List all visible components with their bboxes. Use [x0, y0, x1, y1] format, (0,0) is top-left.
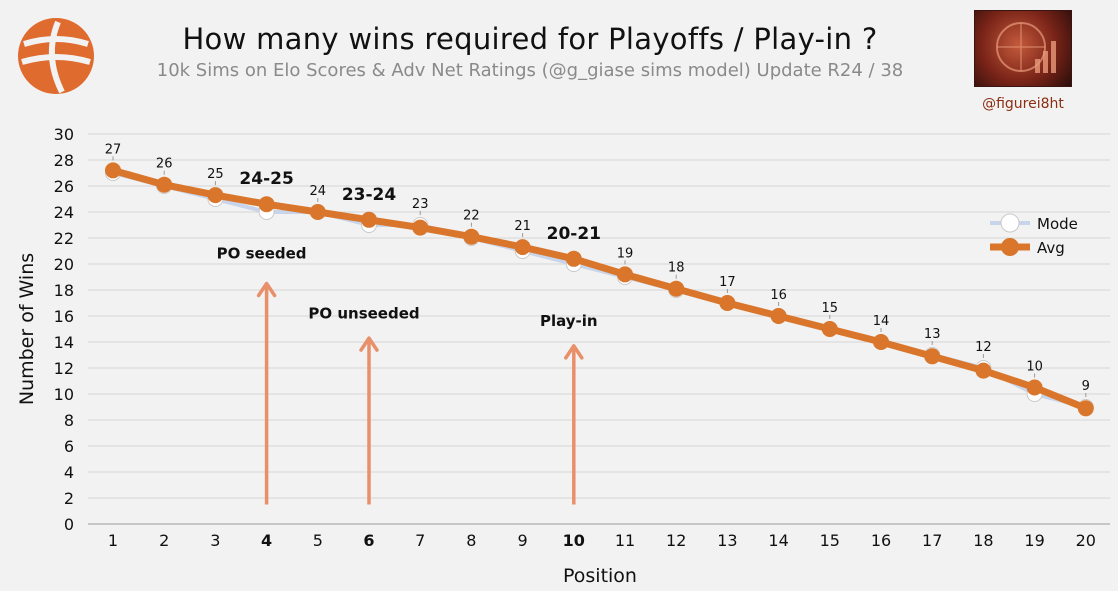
- chart-subtitle: 10k Sims on Elo Scores & Adv Net Ratings…: [156, 60, 904, 81]
- data-point-avg: [412, 219, 429, 236]
- data-label: 16: [770, 288, 787, 303]
- y-tick-label: 16: [54, 307, 74, 326]
- data-label: 26: [156, 157, 173, 172]
- annotation-arrowhead: [359, 336, 379, 352]
- data-point-avg: [309, 204, 326, 220]
- x-tick-label: 19: [1024, 531, 1044, 550]
- x-tick-label: 10: [563, 531, 585, 550]
- x-tick-label: 16: [871, 531, 891, 550]
- data-point-avg: [514, 239, 531, 256]
- legend-mode-label: Mode: [1037, 215, 1078, 233]
- chart-title: How many wins required for Playoffs / Pl…: [182, 22, 878, 56]
- x-tick-label: 20: [1076, 531, 1096, 550]
- x-tick-label: 15: [820, 531, 840, 550]
- y-tick-label: 4: [64, 463, 74, 482]
- data-point-avg: [156, 176, 173, 193]
- y-tick-label: 14: [54, 333, 74, 352]
- data-point-avg: [1026, 379, 1043, 396]
- x-tick-label: 17: [922, 531, 942, 550]
- x-tick-label: 2: [159, 531, 169, 550]
- y-tick-label: 12: [54, 359, 74, 378]
- x-tick-label: 8: [466, 531, 476, 550]
- data-point-avg: [258, 196, 275, 213]
- figure-brand-logo: [974, 10, 1072, 87]
- data-point-avg: [1077, 400, 1094, 417]
- x-tick-label: 3: [210, 531, 220, 550]
- data-label: 10: [1026, 360, 1043, 375]
- y-tick-label: 28: [54, 151, 74, 170]
- data-label: 25: [207, 167, 224, 182]
- data-label: 13: [924, 327, 941, 342]
- data-point-avg: [821, 321, 838, 337]
- author-handle: @figurei8ht: [982, 96, 1064, 112]
- data-label: 18: [668, 261, 685, 276]
- x-tick-label: 18: [973, 531, 993, 550]
- data-point-avg: [617, 266, 633, 283]
- y-tick-label: 22: [54, 229, 74, 248]
- y-tick-label: 2: [64, 489, 74, 508]
- annotation-label: PO unseeded: [308, 304, 419, 322]
- x-tick-label: 5: [313, 531, 323, 550]
- data-label: 24: [310, 184, 327, 199]
- data-point-avg: [565, 250, 582, 267]
- data-label: 27: [105, 142, 122, 157]
- x-tick-label: 4: [261, 531, 272, 550]
- data-label: 23-24: [342, 185, 397, 205]
- euroleague-logo: [14, 14, 98, 98]
- data-point-avg: [463, 228, 480, 245]
- data-point-avg: [105, 162, 121, 179]
- x-tick-label: 9: [518, 531, 528, 550]
- data-point-avg: [719, 295, 736, 311]
- data-label: 21: [514, 219, 531, 234]
- data-label: 24-25: [239, 169, 293, 189]
- data-point-avg: [975, 362, 992, 379]
- series-line-avg: [112, 167, 1088, 412]
- x-tick-label: 1: [108, 531, 118, 550]
- x-tick-label: 14: [768, 531, 788, 550]
- annotation-arrowhead: [564, 344, 584, 360]
- data-label: 22: [463, 209, 480, 224]
- y-tick-label: 10: [54, 385, 74, 404]
- data-point-avg: [924, 348, 941, 365]
- y-tick-label: 30: [54, 125, 74, 144]
- x-tick-label: 13: [717, 531, 737, 550]
- data-point-avg: [770, 308, 787, 324]
- legend-avg-label: Avg: [1037, 239, 1065, 257]
- annotation-label: PO seeded: [217, 245, 307, 263]
- y-tick-label: 18: [54, 281, 74, 300]
- data-label: 14: [873, 314, 890, 329]
- data-label: 19: [617, 246, 634, 261]
- data-point-avg: [668, 280, 685, 297]
- x-axis-title: Position: [563, 565, 637, 587]
- data-label: 9: [1082, 379, 1090, 394]
- data-label: 12: [975, 340, 992, 355]
- y-tick-label: 20: [54, 255, 74, 274]
- y-tick-label: 0: [64, 515, 74, 534]
- annotation-label: Play-in: [540, 312, 598, 330]
- y-tick-label: 26: [54, 177, 74, 196]
- y-tick-label: 8: [64, 411, 74, 430]
- data-label: 23: [412, 197, 429, 212]
- y-axis-title: Number of Wins: [16, 253, 38, 405]
- data-point-avg: [207, 187, 224, 204]
- x-tick-label: 7: [415, 531, 425, 550]
- x-tick-label: 6: [363, 531, 374, 550]
- y-tick-label: 24: [54, 203, 74, 222]
- data-label: 15: [822, 301, 839, 316]
- x-tick-label: 11: [615, 531, 635, 550]
- data-point-avg: [873, 334, 889, 350]
- legend-mode-marker: [1000, 213, 1020, 233]
- y-tick-label: 6: [64, 437, 74, 456]
- legend-avg-marker: [1001, 238, 1019, 256]
- x-tick-label: 12: [666, 531, 686, 550]
- data-point-avg: [361, 211, 377, 228]
- data-label: 17: [719, 275, 736, 290]
- data-label: 20-21: [547, 224, 601, 244]
- annotation-arrowhead: [256, 281, 277, 298]
